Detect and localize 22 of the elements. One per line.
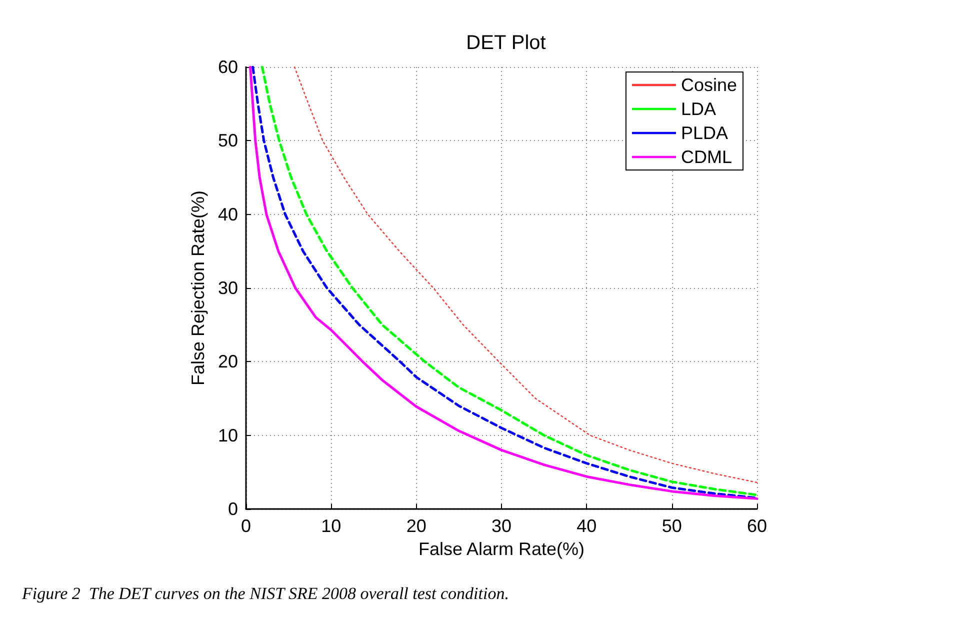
- y-tick-label: 0: [228, 499, 238, 519]
- legend-label: CDML: [680, 147, 732, 167]
- legend-label: LDA: [680, 99, 716, 119]
- chart-title: DET Plot: [466, 32, 546, 54]
- x-tick-label: 50: [662, 516, 682, 536]
- x-tick-label: 0: [240, 516, 252, 536]
- x-tick-label: 40: [576, 516, 597, 536]
- y-tick-label: 30: [218, 278, 238, 298]
- legend-label: PLDA: [680, 123, 728, 143]
- y-tick-label: 50: [218, 130, 238, 151]
- legend-label: Cosine: [680, 75, 737, 95]
- x-tick-label: 20: [406, 516, 426, 536]
- y-tick-label: 40: [218, 204, 238, 224]
- y-tick-label: 20: [218, 352, 238, 372]
- x-tick-label: 60: [746, 516, 768, 536]
- x-tick-label: 30: [491, 516, 512, 536]
- y-axis-title: False Rejection Rate(%): [188, 190, 208, 386]
- y-tick-label: 10: [218, 425, 238, 446]
- caption: Figure 2 The DET curves on the NIST SRE 2008 overall test condition.: [21, 584, 509, 603]
- x-tick-label: 10: [321, 516, 342, 536]
- x-axis-title: False Alarm Rate(%): [418, 538, 585, 559]
- y-tick-label: 60: [218, 57, 238, 77]
